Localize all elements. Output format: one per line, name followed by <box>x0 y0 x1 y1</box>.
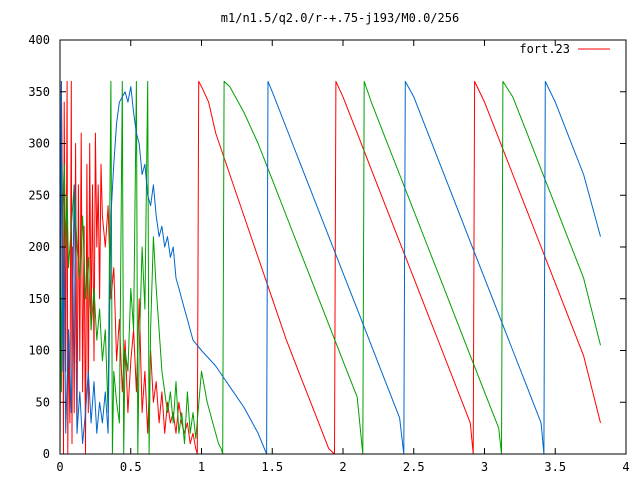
y-tick-label: 200 <box>28 240 50 254</box>
y-tick-label: 250 <box>28 188 50 202</box>
series-line-2 <box>59 80 601 455</box>
x-tick-label: 0 <box>56 460 63 474</box>
y-tick-label: 150 <box>28 292 50 306</box>
y-tick-label: 50 <box>36 395 50 409</box>
x-tick-label: 2.5 <box>403 460 425 474</box>
y-tick-label: 300 <box>28 137 50 151</box>
legend: fort.23 <box>519 42 610 56</box>
x-tick-label: 0.5 <box>120 460 142 474</box>
y-axis-ticks: 0 50 100 150 200 250 300 350 400 <box>28 33 626 461</box>
x-axis-ticks: 0 0.5 1 1.5 2 2.5 3 3.5 4 <box>56 40 630 474</box>
chart-title: m1/n1.5/q2.0/r-+.75-j193/M0.0/256 <box>221 11 459 25</box>
x-tick-label: 3 <box>481 460 488 474</box>
y-tick-label: 0 <box>43 447 50 461</box>
x-tick-label: 4 <box>622 460 629 474</box>
series-line-1 <box>59 80 601 455</box>
y-tick-label: 400 <box>28 33 50 47</box>
series-layer <box>59 80 601 455</box>
y-tick-label: 100 <box>28 344 50 358</box>
x-tick-label: 2 <box>339 460 346 474</box>
series-line-3 <box>59 80 601 455</box>
x-tick-label: 3.5 <box>544 460 566 474</box>
x-tick-label: 1 <box>198 460 205 474</box>
x-tick-label: 1.5 <box>261 460 283 474</box>
legend-entry-label: fort.23 <box>519 42 570 56</box>
y-tick-label: 350 <box>28 85 50 99</box>
